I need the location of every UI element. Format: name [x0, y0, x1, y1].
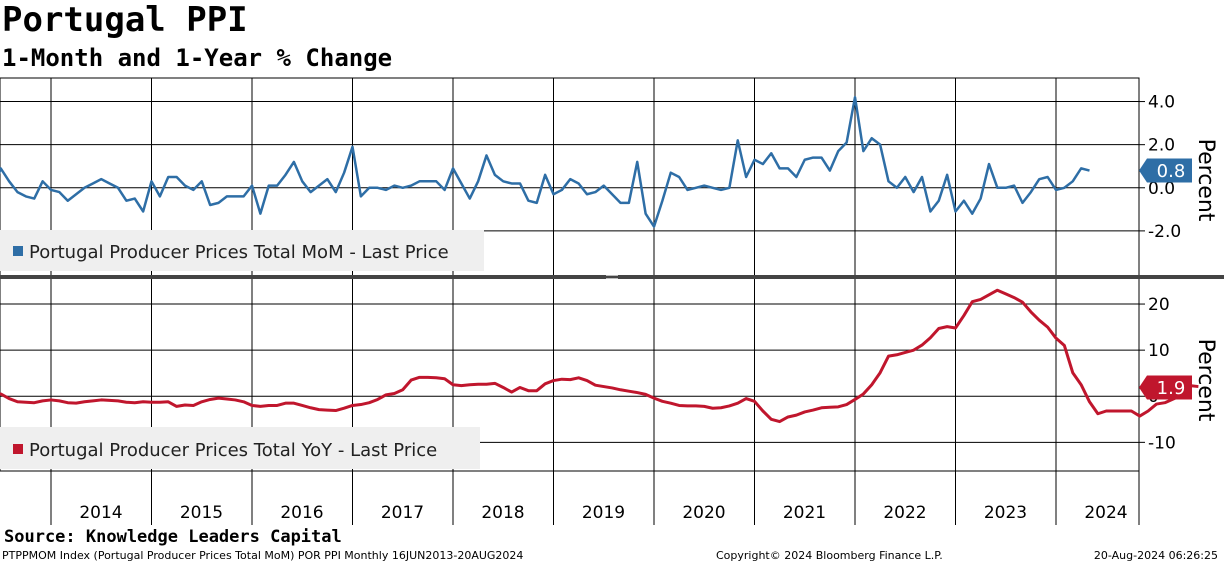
y-tick-label: -10	[1148, 433, 1176, 453]
x-tick-label: 2019	[582, 503, 625, 523]
bottom-legend-box	[0, 427, 480, 469]
x-tick-label: 2016	[280, 503, 323, 523]
x-tick-label: 2021	[783, 503, 826, 523]
y-tick-label: 2.0	[1148, 136, 1175, 156]
mom-last-value-callout: 0.8	[1139, 158, 1192, 183]
footer-timestamp: 20-Aug-2024 06:26:25	[1093, 549, 1218, 562]
x-tick-label: 2015	[180, 503, 223, 523]
top-legend-swatch	[13, 246, 23, 256]
frame-layer	[0, 77, 1224, 525]
x-tick-label: 2014	[79, 503, 122, 523]
top-legend[interactable]: Portugal Producer Prices Total MoM - Las…	[0, 230, 484, 271]
y-tick-label: 20	[1148, 295, 1170, 315]
footer-ticker: PTPPMOM Index (Portugal Producer Prices …	[2, 549, 524, 562]
y-tick-label: 0.0	[1148, 179, 1175, 199]
series-layer	[0, 95, 1199, 424]
page-subtitle: 1-Month and 1-Year % Change	[2, 44, 393, 72]
bottom-legend-label: Portugal Producer Prices Total YoY - Las…	[29, 440, 437, 461]
source-note: Source: Knowledge Leaders Capital	[4, 527, 342, 547]
y-tick-label: -2.0	[1148, 222, 1181, 242]
x-tick-label: 2023	[984, 503, 1027, 523]
plot-frame	[0, 77, 1140, 472]
footer-copyright: Copyright© 2024 Bloomberg Finance L.P.	[716, 549, 943, 562]
axis-layer: Percent Percent 2014 2015 2016 2017 2018 2019…	[79, 93, 1218, 523]
page-title: Portugal PPI	[2, 0, 248, 40]
callout-layer: 0.8 1.9	[1139, 158, 1192, 400]
top-legend-box	[0, 230, 484, 271]
x-tick-label: 2024	[1084, 503, 1127, 523]
bottom-ylabel: Percent	[1193, 339, 1218, 422]
mom-series-line	[0, 95, 1090, 228]
bottom-legend[interactable]: Portugal Producer Prices Total YoY - Las…	[0, 427, 480, 469]
yoy-callout-box	[1139, 375, 1192, 400]
top-ylabel: Percent	[1193, 139, 1218, 222]
mom-callout-value: 0.8	[1157, 161, 1186, 182]
x-tick-label: 2020	[682, 503, 725, 523]
x-tick-label: 2017	[381, 503, 424, 523]
x-tick-label: 2018	[481, 503, 524, 523]
yoy-callout-value: 1.9	[1157, 378, 1186, 399]
yoy-series-line	[0, 288, 1199, 424]
mom-callout-box	[1139, 158, 1192, 183]
top-legend-label: Portugal Producer Prices Total MoM - Las…	[29, 242, 449, 263]
x-tick-label: 2022	[883, 503, 926, 523]
bottom-legend-swatch	[13, 444, 23, 454]
y-tick-label: 10	[1148, 341, 1170, 361]
grid-layer	[0, 78, 1139, 525]
yoy-last-value-callout: 1.9	[1139, 375, 1192, 400]
y-tick-label: 4.0	[1148, 93, 1175, 113]
